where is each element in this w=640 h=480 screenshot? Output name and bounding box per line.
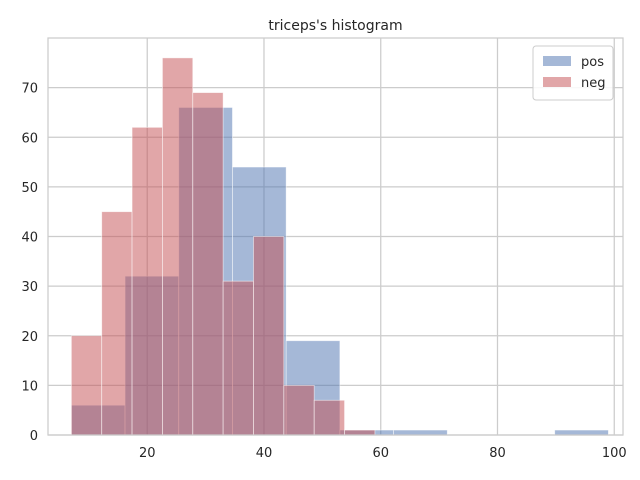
y-tick-label: 0 (30, 429, 38, 444)
chart-title: triceps's histogram (268, 18, 402, 34)
neg-bar (283, 384, 315, 436)
pos-bar (554, 429, 609, 436)
legend-swatch-pos (543, 56, 571, 66)
x-tick-label: 100 (602, 446, 627, 461)
neg-bar (70, 335, 103, 436)
histogram-bars (70, 57, 609, 436)
neg-bar (101, 211, 133, 436)
legend-label-neg: neg (581, 76, 606, 91)
neg-bar (222, 280, 254, 436)
pos-bar (393, 429, 448, 436)
neg-bar (192, 92, 224, 436)
y-tick-label: 60 (21, 131, 38, 146)
x-tick-label: 80 (489, 446, 506, 461)
neg-bar (162, 57, 194, 436)
legend: pos neg (532, 45, 614, 101)
y-axis-ticks: 0 10 20 30 40 50 60 70 (21, 82, 38, 444)
legend-label-pos: pos (581, 55, 604, 70)
y-tick-label: 30 (21, 280, 38, 295)
x-axis-ticks: 20 40 60 80 100 (139, 446, 627, 461)
y-tick-label: 50 (21, 181, 38, 196)
neg-bar (131, 126, 163, 436)
x-tick-label: 60 (372, 446, 389, 461)
legend-swatch-neg (543, 77, 571, 87)
neg-bar (313, 399, 345, 436)
y-tick-label: 70 (21, 82, 38, 97)
plot-frame (47, 37, 624, 436)
y-tick-label: 10 (21, 379, 38, 394)
neg-bar (344, 429, 376, 436)
y-tick-label: 20 (21, 330, 38, 345)
x-tick-label: 40 (256, 446, 273, 461)
y-tick-label: 40 (21, 231, 38, 246)
x-tick-label: 20 (139, 446, 156, 461)
neg-bar (253, 236, 285, 436)
